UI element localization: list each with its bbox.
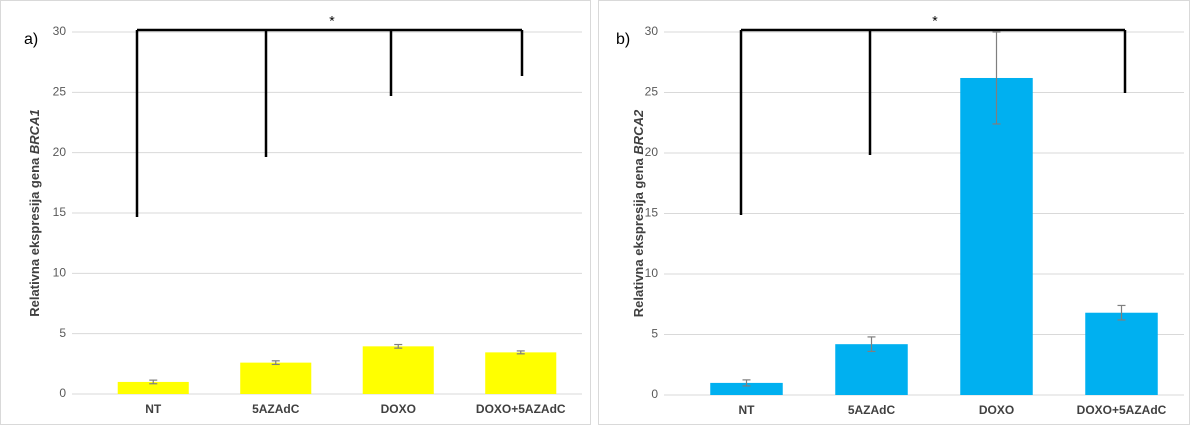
bar (1085, 312, 1158, 395)
y-tick-label: 10 (645, 266, 659, 280)
y-tick-label: 20 (53, 145, 67, 159)
y-tick-label: 30 (53, 24, 67, 38)
y-tick-label: 5 (651, 327, 658, 341)
y-axis-label: Relativna ekspresija gena BRCA2 (631, 109, 646, 317)
y-axis-label-gene: BRCA2 (631, 109, 646, 155)
y-tick-label: 15 (53, 205, 67, 219)
significance-mark: * (932, 13, 938, 29)
bar (240, 362, 312, 394)
panel-frame (598, 0, 1190, 425)
x-tick-label: DOXO (979, 403, 1014, 417)
x-tick-label: NT (145, 402, 162, 416)
error-bar (271, 360, 280, 366)
y-axis-label-text: Relativna ekspresija gena (631, 157, 646, 317)
x-tick-label: DOXO+5AZAdC (1077, 403, 1167, 417)
y-axis-label: Relativna ekspresija gena BRCA1 (27, 109, 42, 316)
x-tick-label: DOXO (381, 402, 416, 416)
x-tick-label: 5AZAdC (252, 402, 300, 416)
panel-label: b) (616, 31, 630, 48)
error-bar (1117, 304, 1126, 321)
y-axis-label-gene: BRCA1 (27, 109, 42, 154)
error-bar (867, 336, 876, 353)
y-tick-label: 15 (645, 206, 659, 220)
y-tick-label: 5 (59, 326, 66, 340)
y-tick-label: 30 (645, 24, 659, 38)
bar (710, 382, 783, 395)
x-tick-label: 5AZAdC (848, 403, 896, 417)
error-bar (149, 379, 158, 385)
panel-label: a) (24, 31, 38, 48)
error-bar (516, 350, 525, 355)
error-bar (742, 379, 751, 387)
y-tick-label: 0 (59, 386, 66, 400)
panel-frame (0, 0, 591, 425)
significance-mark: * (329, 13, 335, 29)
y-tick-label: 25 (645, 85, 659, 99)
bar (960, 77, 1033, 395)
bar (485, 352, 557, 394)
error-bar (394, 343, 403, 349)
y-tick-label: 0 (651, 387, 658, 401)
bar (362, 346, 434, 394)
y-tick-label: 10 (53, 266, 67, 280)
bar (117, 381, 189, 394)
x-tick-label: NT (739, 403, 756, 417)
y-tick-label: 20 (645, 145, 659, 159)
bar (835, 344, 908, 395)
y-tick-label: 25 (53, 85, 67, 99)
x-tick-label: DOXO+5AZAdC (476, 402, 566, 416)
error-bar (992, 31, 1001, 125)
y-axis-label-text: Relativna ekspresija gena (27, 157, 42, 317)
